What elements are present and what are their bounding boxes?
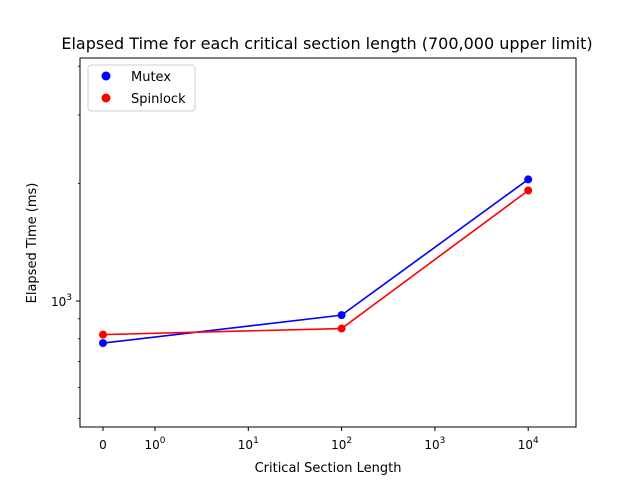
y-axis-label: Elapsed Time (ms)	[25, 183, 40, 304]
data-point-spinlock	[524, 186, 533, 195]
x-tick-label: 0	[99, 438, 107, 452]
legend-marker-spinlock	[101, 93, 111, 103]
chart-title: Elapsed Time for each critical section l…	[61, 34, 592, 53]
data-point-mutex	[99, 339, 107, 348]
legend-marker-mutex	[101, 71, 111, 81]
series-line-mutex	[102, 178, 529, 344]
legend-box	[87, 64, 196, 112]
data-point-mutex	[337, 311, 346, 320]
data-point-spinlock	[337, 324, 346, 333]
series-line-spinlock	[102, 189, 529, 336]
y-tick-label: 103	[51, 293, 72, 309]
x-tick-label: 100	[144, 436, 165, 452]
x-tick-label: 102	[331, 436, 352, 452]
y-axis-ticks: 103	[51, 65, 80, 419]
data-point-spinlock	[99, 330, 107, 339]
series-layer	[99, 175, 533, 348]
legend-label-mutex: Mutex	[131, 70, 171, 85]
x-axis-label: Critical Section Length	[255, 461, 402, 476]
plot-frame	[79, 57, 577, 428]
data-point-mutex	[524, 175, 533, 184]
legend-label-spinlock: Spinlock	[131, 92, 186, 107]
x-tick-label: 104	[518, 436, 539, 452]
x-tick-label: 103	[424, 436, 445, 452]
legend: Mutex Spinlock	[87, 64, 196, 112]
x-tick-label: 101	[238, 436, 259, 452]
x-axis-ticks: 0 100 101 102 103 104	[99, 427, 539, 452]
